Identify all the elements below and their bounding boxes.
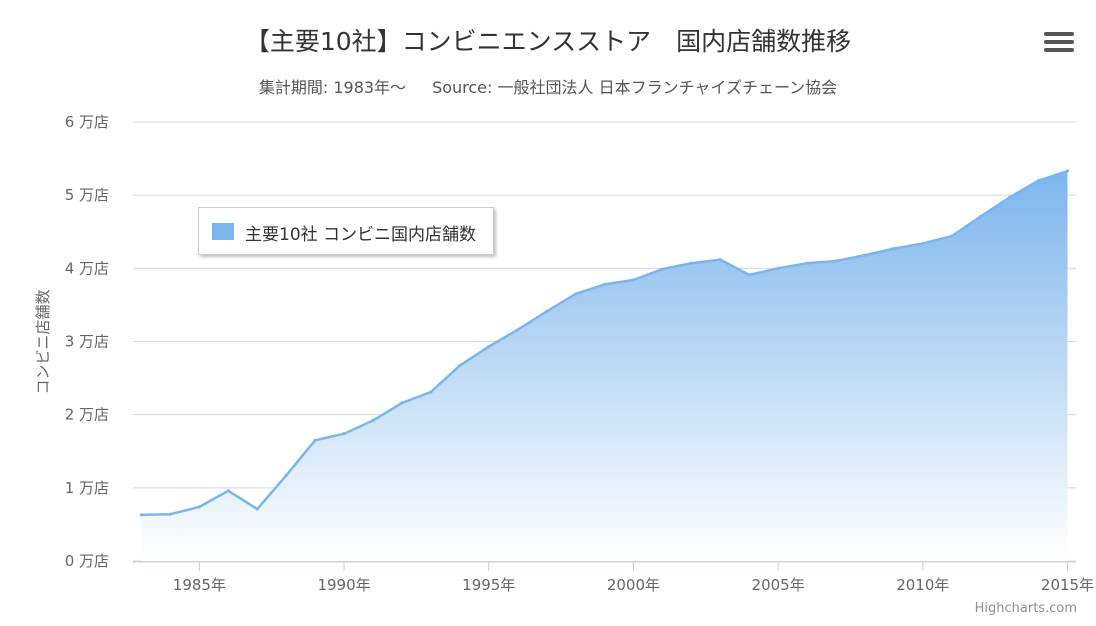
data-point[interactable] <box>313 438 317 442</box>
x-tick-label: 2005年 <box>752 576 805 594</box>
subtitle-period: 集計期間: 1983年～ <box>258 78 407 97</box>
data-point[interactable] <box>805 261 809 265</box>
data-point[interactable] <box>400 401 404 405</box>
legend-swatch <box>212 223 234 240</box>
data-point[interactable] <box>1065 169 1070 173</box>
data-point[interactable] <box>660 267 664 271</box>
series-area-fill <box>141 171 1068 561</box>
chart-subtitle: 集計期間: 1983年～ Source: 一般社団法人 日本フランチャイズチェーン… <box>0 74 1096 98</box>
x-tick-label: 1995年 <box>462 576 515 594</box>
y-tick-label: 2 万店 <box>65 406 109 424</box>
data-point[interactable] <box>487 345 491 349</box>
data-point[interactable] <box>516 328 520 332</box>
y-tick-label: 6 万店 <box>65 113 109 131</box>
x-tick-label: 2000年 <box>607 576 660 594</box>
data-point[interactable] <box>197 505 201 509</box>
data-point[interactable] <box>458 364 462 368</box>
data-point[interactable] <box>747 273 751 277</box>
data-point[interactable] <box>284 473 288 477</box>
x-tick-label: 2010年 <box>896 576 949 594</box>
y-tick-label: 5 万店 <box>65 186 109 204</box>
data-point[interactable] <box>834 259 838 263</box>
data-point[interactable] <box>545 309 549 314</box>
legend-label: 主要10社 コンビニ国内店舗数 <box>245 225 477 245</box>
chart-title: 【主要10社】コンビニエンスストア 国内店舗数推移 <box>244 27 852 56</box>
hamburger-icon[interactable] <box>1044 32 1074 58</box>
data-point[interactable] <box>573 292 578 296</box>
data-point[interactable] <box>342 432 346 436</box>
data-point[interactable] <box>602 282 607 287</box>
subtitle-source: Source: 一般社団法人 日本フランチャイズチェーン協会 <box>432 78 838 97</box>
y-tick-label: 0 万店 <box>65 552 109 570</box>
data-point[interactable] <box>631 278 636 282</box>
data-point[interactable] <box>429 390 433 394</box>
data-point[interactable] <box>371 418 375 423</box>
y-tick-label: 3 万店 <box>65 333 109 351</box>
data-point[interactable] <box>139 513 144 517</box>
data-point[interactable] <box>255 507 259 511</box>
y-tick-label: 1 万店 <box>65 479 109 497</box>
legend-item[interactable]: 主要10社 コンビニ国内店舗数 <box>198 207 494 255</box>
data-point[interactable] <box>979 214 983 218</box>
data-point[interactable] <box>718 257 722 262</box>
credit-link[interactable]: Highcharts.com <box>974 601 1077 616</box>
data-point[interactable] <box>689 261 693 265</box>
data-point[interactable] <box>168 512 173 516</box>
data-point[interactable] <box>921 241 925 246</box>
y-axis-label: コンビニ店舗数 <box>34 289 52 394</box>
data-point[interactable] <box>950 234 954 238</box>
x-tick-label: 2015年 <box>1041 576 1094 594</box>
data-point[interactable] <box>892 246 896 251</box>
data-point[interactable] <box>1036 178 1041 183</box>
x-tick-label: 1990年 <box>317 576 370 594</box>
data-point[interactable] <box>863 253 867 257</box>
x-tick-label: 1985年 <box>173 576 226 594</box>
data-point[interactable] <box>226 489 230 493</box>
data-point[interactable] <box>776 266 780 270</box>
data-point[interactable] <box>1008 195 1012 199</box>
y-tick-label: 4 万店 <box>65 259 109 277</box>
